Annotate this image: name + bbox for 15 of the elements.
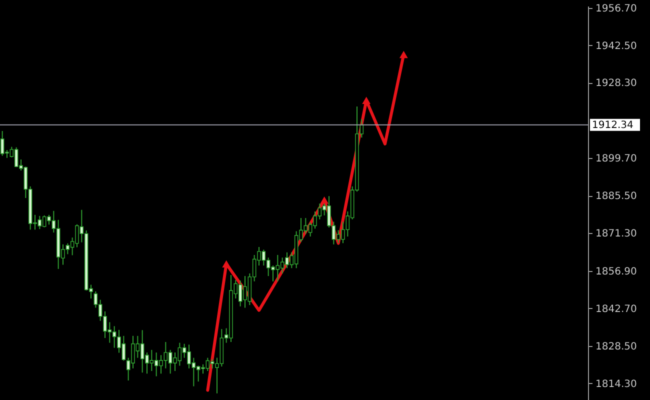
point — [222, 260, 231, 268]
ref-line-label: 1912.34 — [592, 120, 634, 131]
point — [320, 196, 329, 204]
y-tick-label: 1871.30 — [596, 228, 637, 240]
y-tick-label: 1899.70 — [596, 154, 637, 165]
point — [399, 50, 408, 58]
y-tick-label: 1928.30 — [596, 78, 637, 90]
y-tick-label: 1885.50 — [596, 191, 637, 202]
point — [362, 96, 371, 104]
y-tick-label: 1856.90 — [596, 266, 637, 278]
y-tick-label: 1814.30 — [596, 378, 637, 390]
y-tick-label: 1828.50 — [596, 341, 637, 352]
y-tick-label: 1842.70 — [596, 304, 637, 315]
y-tick-label: 1942.50 — [596, 40, 637, 52]
y-tick-label: 1956.70 — [596, 3, 637, 14]
